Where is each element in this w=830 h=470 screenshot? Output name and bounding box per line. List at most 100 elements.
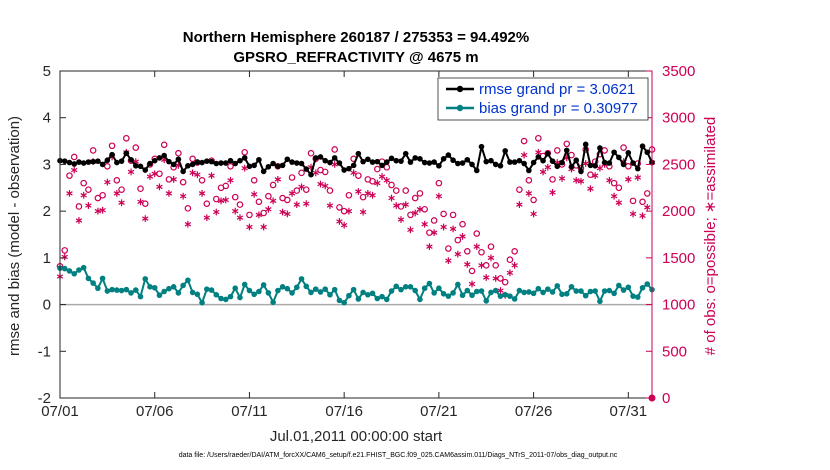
rmse-point <box>535 154 542 160</box>
legend-box <box>437 77 649 121</box>
bias-point <box>630 293 636 299</box>
obs-possible-point <box>108 142 116 150</box>
bias-point <box>175 290 182 296</box>
obs-assimilated-point <box>269 197 277 205</box>
legend-label-bias: bias grand pr = 0.30977 <box>479 100 638 117</box>
obs-assimilated-point <box>284 210 291 218</box>
rmse-point <box>483 158 490 165</box>
rmse-point <box>639 143 646 150</box>
bias-point <box>483 298 490 304</box>
obs-possible-point <box>639 198 646 206</box>
obs-possible-point <box>331 146 338 153</box>
obs-possible-point <box>497 275 504 282</box>
obs-assimilated-point <box>250 190 258 198</box>
obs-assimilated-point <box>577 177 585 185</box>
x-axis-label: Jul.01,2011 00:00:00 start <box>270 428 443 445</box>
y2-tick-label: 3000 <box>662 110 695 127</box>
bias-point <box>289 290 295 296</box>
rmse-point <box>365 156 371 163</box>
rmse-point <box>431 159 437 165</box>
obs-possible-point <box>449 211 457 219</box>
obs-assimilated-point <box>231 207 239 215</box>
obs-assimilated-point <box>70 166 78 174</box>
obs-possible-point <box>563 140 571 148</box>
obs-assimilated-point <box>156 183 163 191</box>
rmse-point <box>312 155 319 161</box>
obs-assimilated-point <box>165 189 173 197</box>
obs-assimilated-point <box>473 243 481 251</box>
x-tick-label: 07/26 <box>515 403 553 420</box>
obs-assimilated-point <box>298 183 305 191</box>
rmse-point <box>545 150 551 157</box>
bias-point <box>568 284 575 290</box>
obs-possible-point <box>141 200 149 207</box>
obs-possible-point <box>407 211 414 219</box>
obs-assimilated-point <box>170 175 177 183</box>
obs-assimilated-point <box>321 182 329 190</box>
rmse-point <box>502 148 508 154</box>
obs-assimilated-point <box>497 287 504 294</box>
obs-assimilated-point <box>393 202 400 209</box>
y-tick-label: 0 <box>43 297 51 314</box>
obs-assimilated-point <box>411 209 419 217</box>
bias-point <box>549 289 556 295</box>
obs-possible-point <box>269 181 277 189</box>
obs-assimilated-point <box>549 189 556 196</box>
rmse-point <box>61 158 68 164</box>
x-tick-label: 07/31 <box>610 403 648 420</box>
rmse-point <box>189 161 196 168</box>
obs-possible-point <box>75 203 83 210</box>
obs-possible-point <box>629 197 637 205</box>
obs-possible-point <box>137 185 144 193</box>
obs-layer <box>56 134 656 299</box>
bias-point <box>502 291 508 298</box>
obs-assimilated-point <box>99 206 106 214</box>
obs-possible-point <box>506 256 514 264</box>
y2-tick-label: 2000 <box>662 203 695 220</box>
chart-title-line2: GPSRO_REFRACTIVITY @ 4675 m <box>233 49 478 66</box>
rmse-point <box>393 157 400 164</box>
obs-possible-point <box>203 200 211 207</box>
obs-assimilated-point <box>85 202 92 209</box>
rmse-point <box>66 159 73 166</box>
obs-assimilated-point <box>198 189 206 197</box>
bias-point <box>606 287 613 294</box>
obs-assimilated-point <box>369 191 376 199</box>
obs-assimilated-point <box>374 179 381 187</box>
bias-point <box>540 289 546 296</box>
bias-point <box>189 289 196 296</box>
rmse-point <box>204 158 210 164</box>
rmse-point <box>383 159 390 165</box>
bias-point <box>170 284 177 290</box>
y-tick-label: -2 <box>38 390 51 407</box>
rmse-point <box>563 147 570 154</box>
obs-assimilated-point <box>217 197 225 205</box>
obs-possible-point <box>487 243 495 250</box>
bias-point <box>308 289 314 296</box>
x-tick-label: 07/06 <box>136 403 174 420</box>
bias-point <box>312 286 319 292</box>
obs-possible-point <box>445 245 452 252</box>
bias-point <box>507 293 513 299</box>
rmse-point <box>573 157 580 164</box>
obs-assimilated-point <box>288 189 296 197</box>
obs-possible-point <box>501 278 509 286</box>
obs-possible-point <box>288 174 296 181</box>
obs-assimilated-point <box>487 254 495 262</box>
bias-point <box>294 284 300 291</box>
bias-point <box>213 291 220 298</box>
obs-assimilated-point <box>142 215 149 223</box>
bias-point <box>80 264 87 271</box>
rmse-point <box>142 167 149 173</box>
obs-assimilated-point <box>572 176 580 184</box>
obs-possible-point <box>227 162 234 170</box>
rmse-point <box>355 150 362 157</box>
obs-assimilated-point <box>606 176 613 184</box>
rmse-point <box>170 161 177 168</box>
obs-assimilated-point <box>336 218 343 225</box>
rmse-point <box>549 158 556 164</box>
y2-tick-label: 1000 <box>662 297 695 314</box>
bias-point <box>147 284 153 290</box>
obs-assimilated-point <box>208 172 215 180</box>
